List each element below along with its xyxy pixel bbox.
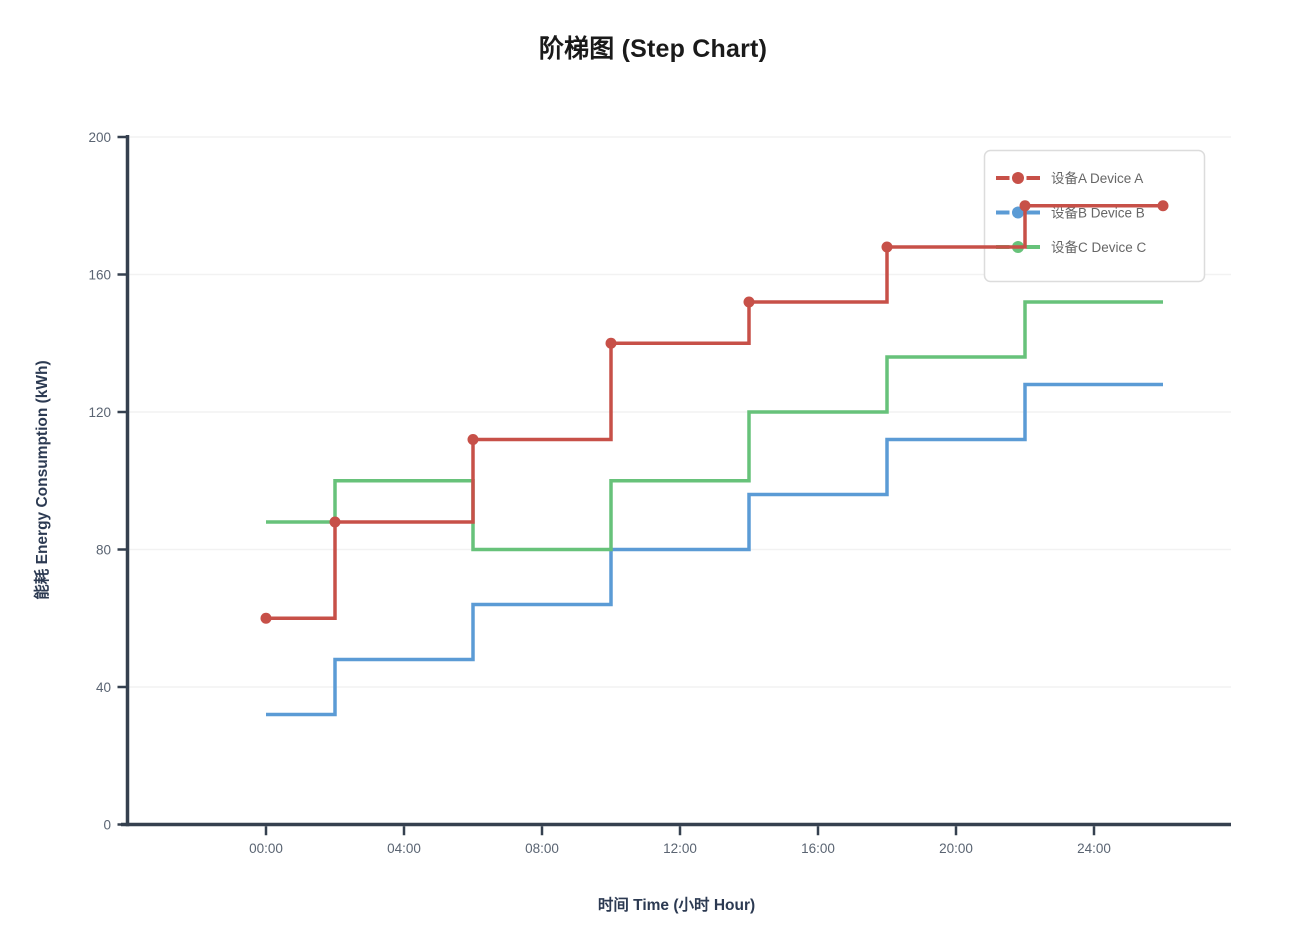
x-tick-label: 20:00 <box>939 841 973 856</box>
series-marker-device-a <box>467 434 479 445</box>
series-marker-device-a <box>1157 200 1169 212</box>
y-tick-label: 40 <box>96 680 111 695</box>
legend-label: 设备A Device A <box>1051 170 1143 186</box>
legend-item-device-b[interactable]: 设备B Device B <box>996 204 1145 220</box>
series-line-device-a <box>266 204 1163 620</box>
y-tick-label: 120 <box>88 405 111 420</box>
legend-marker-dot <box>1012 172 1024 184</box>
chart-title: 阶梯图 (Step Chart) <box>538 35 768 63</box>
x-tick-label: 04:00 <box>387 841 421 856</box>
x-tick-label: 08:00 <box>525 841 559 856</box>
x-tick-label: 12:00 <box>663 841 697 856</box>
series-marker-device-a <box>881 241 893 253</box>
series-marker-device-a <box>329 516 341 528</box>
series-marker-device-a <box>1019 200 1031 212</box>
series-line-device-c <box>266 300 1163 552</box>
y-axis-title: 能耗 Energy Consumption (kWh) <box>34 360 51 600</box>
y-tick-label: 0 <box>103 817 111 832</box>
legend-item-device-a[interactable]: 设备A Device A <box>996 170 1143 186</box>
series-line-device-b <box>266 382 1163 717</box>
y-tick-label: 80 <box>96 542 111 557</box>
series-marker-device-a <box>605 337 617 349</box>
y-tick-label: 160 <box>88 267 111 282</box>
x-axis-title: 时间 Time (小时 Hour) <box>597 897 756 914</box>
legend-label: 设备B Device B <box>1051 204 1145 220</box>
y-tick-label: 200 <box>88 130 111 145</box>
x-tick-label: 24:00 <box>1077 841 1111 856</box>
series-marker-device-a <box>260 612 272 624</box>
x-tick-label: 00:00 <box>249 841 283 856</box>
x-tick-label: 16:00 <box>801 841 835 856</box>
series-marker-device-a <box>743 296 755 308</box>
legend-label: 设备C Device C <box>1051 239 1147 255</box>
